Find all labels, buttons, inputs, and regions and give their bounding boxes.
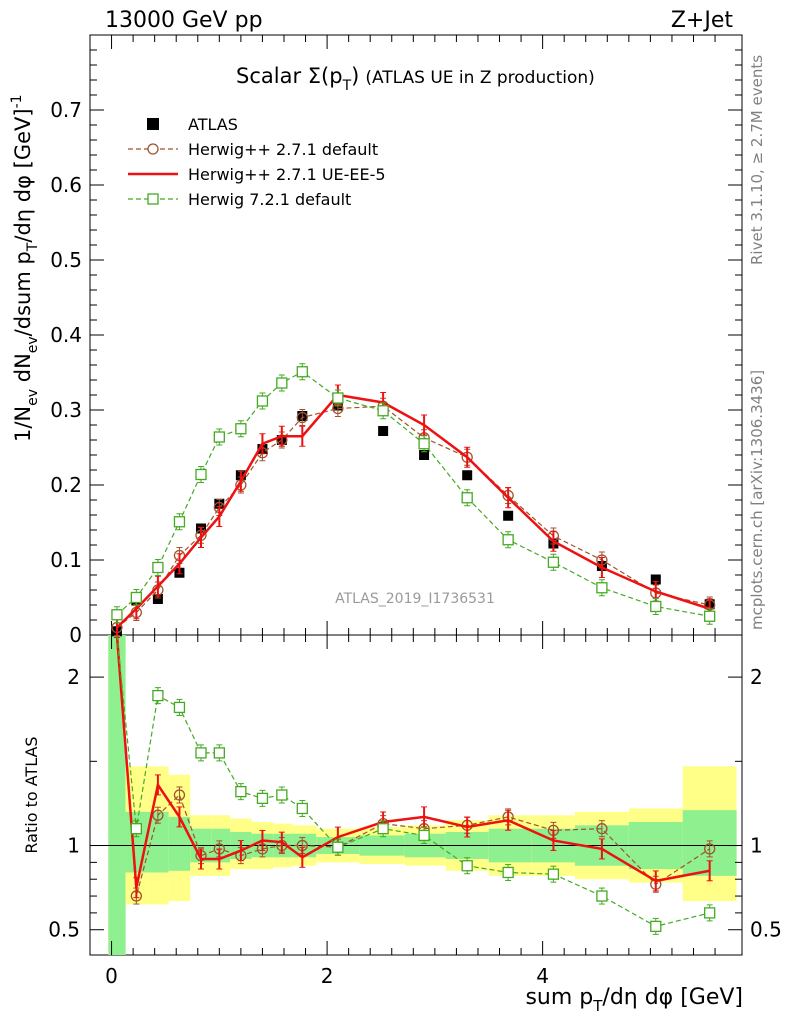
y-tick-label: 0.2 (50, 473, 82, 497)
ratio-point-herwig-default (704, 843, 716, 855)
main-point-herwig72 (195, 468, 207, 481)
ratio-point-herwig72 (650, 920, 662, 933)
ratio-point-herwig72 (213, 747, 225, 759)
x-tick-label: 2 (321, 964, 334, 988)
y-tick-label: 0.1 (50, 548, 82, 572)
legend: ATLAS Herwig++ 2.7.1 default Herwig++ 2.7.… (128, 115, 386, 209)
ratio-y-tick-label-right: 1 (750, 834, 763, 858)
main-point-herwig-default (296, 411, 308, 424)
ratio-line-herwig72 (116, 634, 710, 928)
main-point-herwig72 (235, 423, 247, 435)
y-tick-label: 0 (69, 623, 82, 647)
ratio-point-herwig72 (296, 802, 308, 815)
ratio-point-herwig72 (377, 823, 389, 835)
axes-ticks: 0 0.1 0.2 0.3 0.4 0.5 0.6 0.7 0 2 4 0.5 0.5 1 1 2 2 (48, 35, 782, 988)
x-tick-label: 0 (105, 964, 118, 988)
ratio-point-herwig-default (173, 789, 186, 801)
main-point-herwig72 (111, 609, 123, 621)
ratio-point-herwig72 (461, 860, 473, 872)
main-point-herwig72 (213, 431, 225, 443)
main-point-atlas (462, 470, 473, 481)
y-tick-label: 0.5 (50, 248, 82, 272)
main-point-herwig72 (377, 405, 389, 417)
ratio-y-tick-label: 1 (67, 834, 80, 858)
collision-label: 13000 GeV pp (105, 8, 263, 33)
title-end: ) (351, 64, 359, 88)
process-label: Z+Jet (671, 8, 734, 33)
main-point-herwig72 (547, 556, 560, 568)
main-point-atlas (152, 594, 163, 604)
header: 13000 GeV pp Z+Jet (105, 8, 733, 33)
ratio-point-herwig72 (152, 689, 164, 702)
ratio-point-herwig72 (276, 789, 288, 801)
main-point-atlas (378, 426, 389, 436)
ratio-y-tick-label-right: 0.5 (750, 918, 782, 942)
mcplots-reference-label: mcplots.cern.ch [arXiv:1306.3436] (748, 370, 766, 630)
y-tick-label: 0.7 (50, 98, 82, 122)
ratio-point-herwig72 (332, 841, 344, 853)
main-point-atlas (650, 574, 661, 585)
main-point-herwig72 (502, 534, 514, 546)
ratio-y-tick-label: 0.5 (48, 918, 80, 942)
ratio-point-herwig72 (502, 866, 514, 879)
ratio-point-herwig-default (152, 809, 164, 821)
main-point-herwig72 (461, 492, 473, 504)
data-marks (111, 363, 716, 935)
plot-title: Scalar Σ(pT) (ATLAS UE in Z production) (236, 64, 595, 94)
ratio-panel-frame (89, 634, 743, 956)
legend-label: ATLAS (188, 115, 238, 134)
main-point-herwig72 (173, 516, 186, 528)
band-inner-bin (147, 811, 169, 873)
legend-label: Herwig++ 2.7.1 UE-EE-5 (188, 165, 386, 184)
band-inner-bin (168, 816, 191, 871)
y-tick-label: 0.6 (50, 173, 82, 197)
ratio-y-tick-label-right: 2 (750, 665, 763, 689)
title-main: Scalar Σ(p (236, 64, 343, 88)
y-axis-label-main: 1/Nev dNev/dsum pT/dη dφ [GeV]-1 (9, 94, 41, 442)
legend-label: Herwig 7.2.1 default (188, 190, 351, 209)
ratio-uncertainty-bands (90, 635, 742, 955)
main-point-herwig72 (130, 591, 142, 604)
main-line-herwig72 (116, 371, 710, 617)
main-point-herwig72 (152, 561, 164, 574)
main-point-herwig72 (650, 600, 662, 613)
ratio-y-tick-label: 2 (67, 665, 80, 689)
main-point-herwig72 (332, 392, 344, 404)
main-point-herwig72 (276, 377, 288, 389)
y-axis-label-ratio: Ratio to ATLAS (22, 736, 41, 853)
main-point-herwig72 (256, 395, 269, 407)
rivet-version-label: Rivet 3.1.10, ≥ 2.7M events (748, 55, 766, 265)
ratio-point-herwig72 (195, 747, 207, 759)
ratio-point-herwig72 (130, 823, 142, 835)
ratio-point-herwig-default (596, 823, 608, 835)
ratio-point-herwig72 (704, 907, 716, 919)
legend-label: Herwig++ 2.7.1 default (188, 140, 378, 159)
title-sub: T (342, 78, 352, 94)
x-tick-label: 4 (536, 964, 549, 988)
main-point-herwig72 (296, 366, 308, 378)
ratio-point-herwig72 (235, 785, 247, 798)
band-inner-bin (108, 635, 126, 955)
ratio-point-herwig72 (256, 792, 269, 805)
main-point-atlas (419, 450, 430, 460)
legend-marker-atlas (147, 118, 159, 130)
title-note: (ATLAS UE in Z production) (365, 68, 594, 88)
main-point-herwig72 (418, 438, 430, 450)
ratio-point-herwig72 (547, 868, 560, 880)
main-point-herwig72 (704, 610, 716, 622)
ratio-point-herwig72 (596, 890, 608, 902)
y-tick-label: 0.3 (50, 398, 82, 422)
ratio-point-herwig72 (418, 829, 430, 842)
ratio-point-herwig72 (173, 701, 186, 714)
legend-marker-herwig-default (147, 143, 159, 155)
main-point-atlas (503, 510, 514, 521)
y-tick-label: 0.4 (50, 323, 82, 347)
legend-marker-herwig72 (147, 193, 159, 205)
main-point-herwig72 (596, 582, 608, 594)
x-axis-label: sum pT/dη dφ [GeV] (525, 985, 743, 1015)
analysis-watermark: ATLAS_2019_I1736531 (335, 591, 495, 607)
